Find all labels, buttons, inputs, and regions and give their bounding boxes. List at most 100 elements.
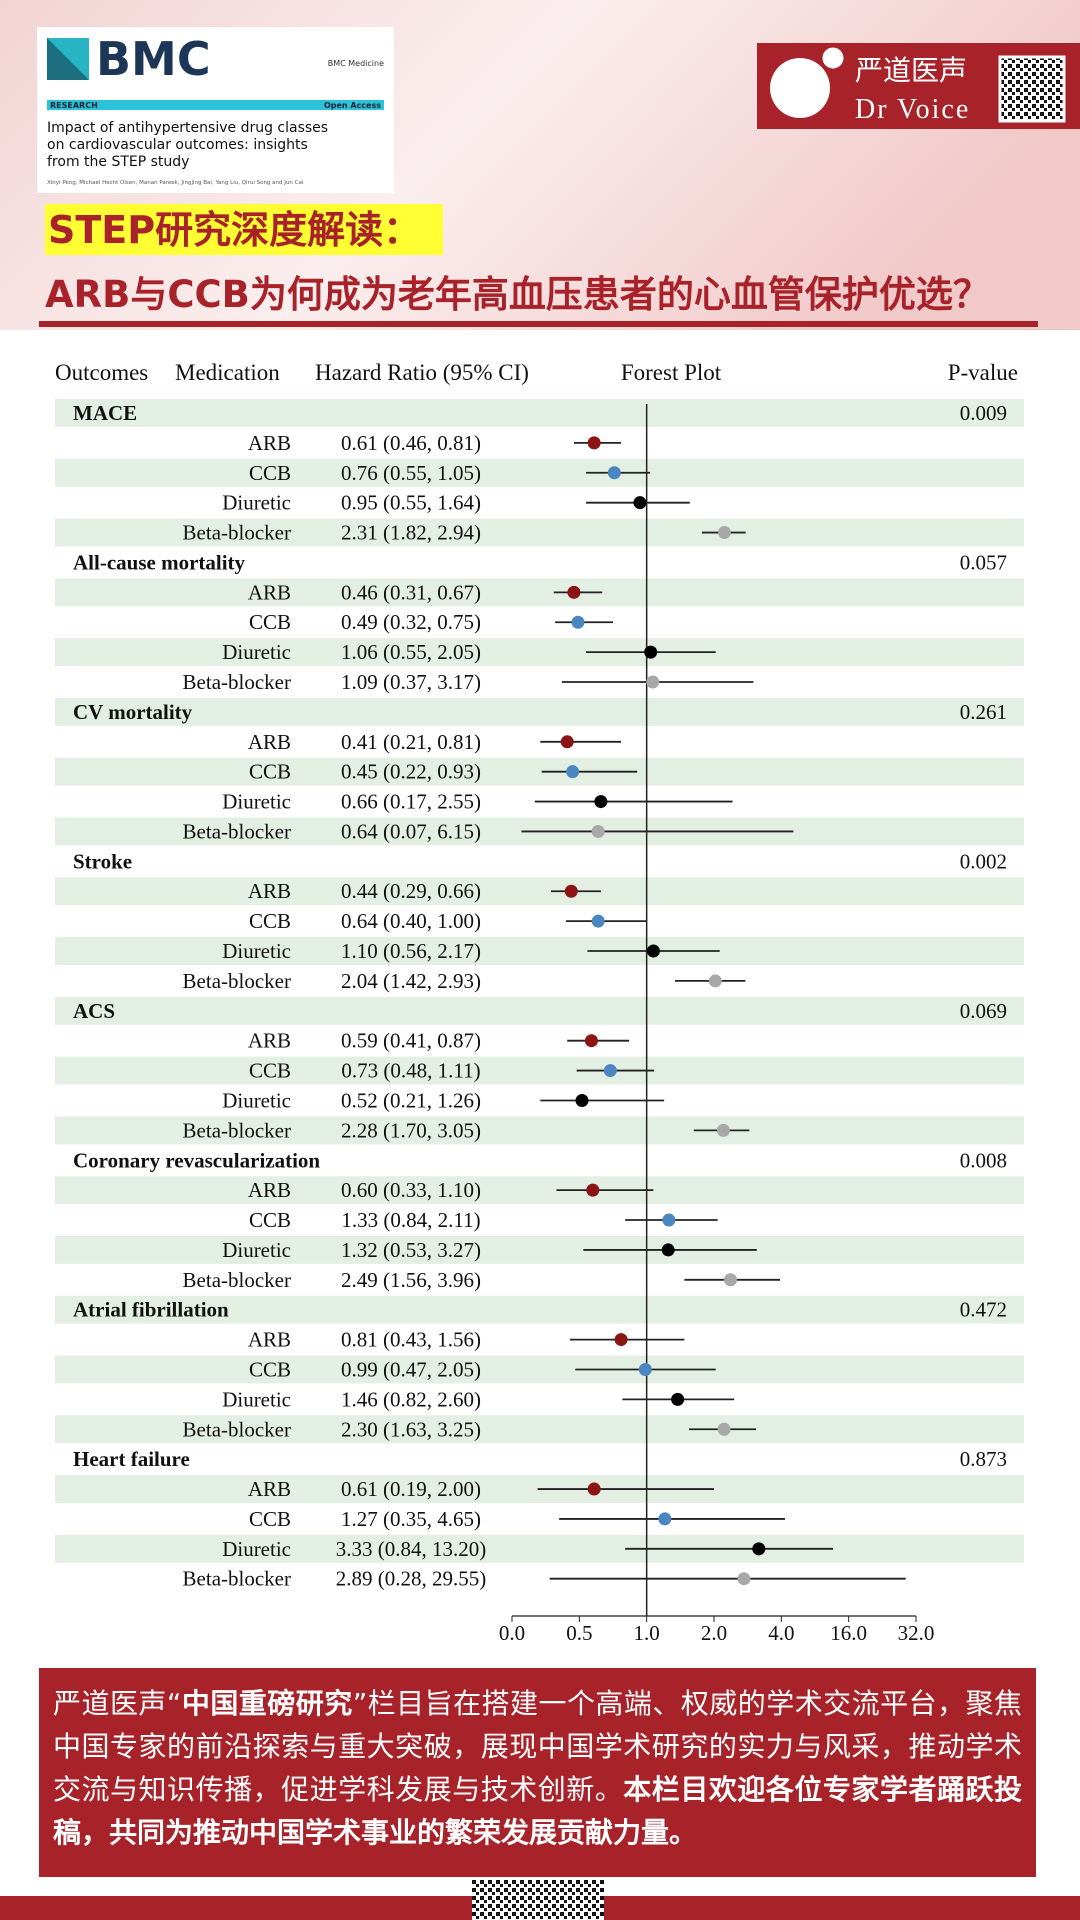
hazard-ratio-point — [638, 1362, 652, 1376]
medication: Diuretic — [222, 939, 291, 963]
medication: Beta-blocker — [183, 670, 291, 694]
hazard-ratio-point — [646, 944, 660, 958]
journal-logo: BMC — [96, 32, 211, 86]
hazard-ratio-label: 2.31 (1.82, 2.94) — [341, 521, 481, 545]
hazard-ratio-point — [661, 1243, 675, 1257]
hazard-ratio-label: 2.04 (1.42, 2.93) — [341, 969, 481, 993]
hazard-ratio-point — [644, 645, 658, 659]
forest-plot: Outcomes Medication Hazard Ratio (95% CI) F… — [55, 360, 1024, 1645]
hazard-ratio-label: 0.46 (0.31, 0.67) — [341, 580, 481, 604]
hazard-ratio-point — [587, 436, 601, 450]
hazard-ratio-point — [560, 735, 574, 749]
hazard-ratio-label: 1.09 (0.37, 3.17) — [341, 670, 481, 694]
authors: Xinyi Peng, Michael Hecht Olsen, Manan P… — [47, 180, 304, 186]
footer-segment: 本栏目欢迎各位专家学者踊跃投稿，共同为推动中国学术事业的繁荣发展贡献力量。 — [53, 1773, 1022, 1849]
qr-code — [998, 55, 1066, 123]
hazard-ratio-point — [587, 1482, 601, 1496]
p-value: 0.261 — [960, 700, 1007, 724]
hazard-ratio-point — [752, 1542, 766, 1556]
hazard-ratio-label: 1.10 (0.56, 2.17) — [341, 939, 481, 963]
hazard-ratio-point — [614, 1333, 628, 1347]
hazard-ratio-point — [708, 974, 722, 988]
hazard-ratio-point — [591, 914, 605, 928]
hazard-ratio-point — [723, 1273, 737, 1287]
hazard-ratio-label: 0.61 (0.46, 0.81) — [341, 431, 481, 455]
hazard-ratio-label: 1.46 (0.82, 2.60) — [341, 1387, 481, 1411]
medication: Diuretic — [222, 640, 291, 664]
x-tick-label: 0.5 — [566, 1621, 592, 1645]
medication: CCB — [249, 1357, 291, 1381]
column-header: Medication — [175, 360, 280, 385]
medication: CCB — [249, 760, 291, 784]
brand-circle — [770, 58, 830, 118]
outcome-name: Heart failure — [73, 1447, 190, 1471]
hazard-ratio-label: 0.41 (0.21, 0.81) — [341, 730, 481, 754]
p-value: 0.002 — [960, 849, 1007, 873]
medication: Beta-blocker — [183, 1417, 291, 1441]
medication: Beta-blocker — [183, 1268, 291, 1292]
hazard-ratio-label: 1.06 (0.55, 2.05) — [341, 640, 481, 664]
hazard-ratio-label: 0.99 (0.47, 2.05) — [341, 1357, 481, 1381]
hazard-ratio-point — [646, 675, 660, 689]
row-shade — [55, 518, 1024, 547]
p-value: 0.472 — [960, 1298, 1007, 1322]
hazard-ratio-point — [586, 1183, 600, 1197]
paper-title: from the STEP study — [47, 154, 189, 170]
paper-title: on cardiovascular outcomes: insights — [47, 137, 308, 153]
brand-dot — [819, 44, 847, 72]
outcome-name: ACS — [73, 999, 115, 1023]
brand-cn: 严道医声 — [855, 55, 967, 87]
hazard-ratio-label: 1.33 (0.84, 2.11) — [341, 1208, 480, 1232]
hazard-ratio-label: 0.81 (0.43, 1.56) — [341, 1328, 481, 1352]
medication: Diuretic — [222, 790, 291, 814]
hazard-ratio-point — [591, 824, 605, 838]
hazard-ratio-label: 0.66 (0.17, 2.55) — [341, 790, 481, 814]
hazard-ratio-point — [658, 1512, 672, 1526]
hazard-ratio-point — [607, 466, 621, 480]
footer-segment: 严道医声“ — [53, 1687, 182, 1720]
x-tick-label: 4.0 — [768, 1621, 794, 1645]
x-tick-label: 32.0 — [898, 1621, 935, 1645]
headline-2: ARB与CCB为何成为老年高血压患者的心血管保护优选？ — [45, 273, 990, 316]
hazard-ratio-label: 3.33 (0.84, 13.20) — [336, 1537, 487, 1561]
hazard-ratio-point — [662, 1213, 676, 1227]
medication: CCB — [249, 461, 291, 485]
hazard-ratio-point — [633, 496, 647, 510]
hazard-ratio-label: 0.64 (0.40, 1.00) — [341, 909, 481, 933]
section-bar — [47, 100, 384, 110]
medication: ARB — [248, 431, 291, 455]
footer-text: 严道医声“中国重磅研究”栏目旨在搭建一个高端、权威的学术交流平台，聚焦中国专家的… — [39, 1668, 1036, 1877]
row-shade — [55, 937, 1024, 965]
x-tick-label: 0.0 — [499, 1621, 525, 1645]
medication: Beta-blocker — [183, 521, 291, 545]
x-tick-label: 1.0 — [634, 1621, 660, 1645]
hazard-ratio-point — [717, 526, 731, 540]
medication: Beta-blocker — [183, 819, 291, 843]
hazard-ratio-point — [603, 1064, 617, 1078]
x-tick-label: 2.0 — [701, 1621, 727, 1645]
row-shade — [55, 1235, 1024, 1264]
hazard-ratio-point — [571, 615, 585, 629]
hazard-ratio-point — [584, 1034, 598, 1048]
row-shade — [55, 1355, 1024, 1384]
medication: ARB — [248, 1029, 291, 1053]
row-shade — [55, 1116, 1024, 1145]
hazard-ratio-point — [671, 1392, 685, 1406]
row-shade — [55, 1415, 1024, 1444]
headline-1: STEP研究深度解读： — [48, 208, 421, 252]
x-tick-label: 16.0 — [830, 1621, 867, 1645]
outcome-name: MACE — [73, 401, 137, 425]
row-shade — [55, 757, 1024, 786]
row-shade — [55, 1176, 1024, 1205]
medication: Diuretic — [222, 1088, 291, 1112]
hazard-ratio-label: 0.52 (0.21, 1.26) — [341, 1088, 481, 1112]
row-shade — [55, 996, 1024, 1025]
headline-rule — [39, 321, 1038, 327]
hazard-ratio-label: 0.64 (0.07, 6.15) — [341, 819, 481, 843]
section: RESEARCH — [50, 101, 98, 110]
row-shade — [55, 1295, 1024, 1324]
row-shade — [55, 697, 1024, 726]
outcome-name: CV mortality — [73, 700, 193, 724]
hazard-ratio-point — [737, 1572, 751, 1586]
medication: Beta-blocker — [183, 1118, 291, 1142]
